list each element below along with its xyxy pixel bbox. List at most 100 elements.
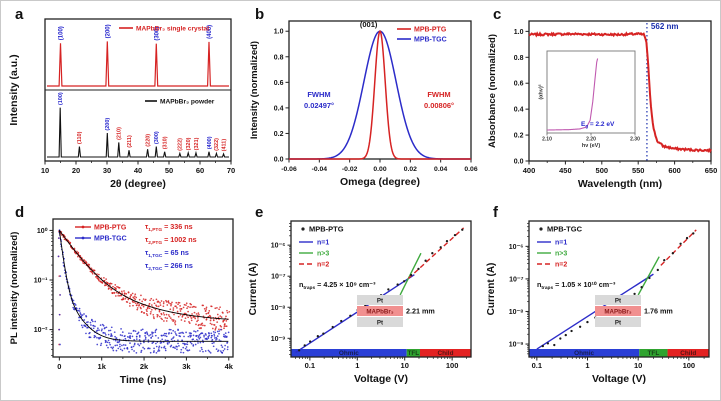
svg-text:0.06: 0.06: [464, 166, 477, 173]
svg-text:(400): (400): [207, 136, 213, 149]
svg-text:0.2: 0.2: [514, 133, 524, 140]
svg-text:Voltage (V): Voltage (V): [354, 373, 408, 385]
svg-text:-0.06: -0.06: [281, 166, 297, 173]
svg-text:1.0: 1.0: [514, 29, 524, 36]
svg-text:-0.02: -0.02: [342, 166, 358, 173]
svg-text:2.30: 2.30: [630, 137, 640, 143]
svg-text:1k: 1k: [98, 362, 107, 371]
svg-text:MAPbBr₃: MAPbBr₃: [366, 308, 393, 315]
svg-text:0.8: 0.8: [274, 54, 284, 61]
svg-text:2.21 mm: 2.21 mm: [406, 307, 435, 316]
panel-f: f Ohmic TFL Child 0.1 1 10 100 10⁻⁹ 10⁻⁸ 10⁻⁷ 10⁻⁶…: [483, 203, 719, 397]
svg-text:10⁰: 10⁰: [37, 227, 48, 235]
svg-text:2k: 2k: [140, 362, 149, 371]
svg-text:2θ (degree): 2θ (degree): [110, 178, 166, 190]
svg-text:Child: Child: [680, 350, 696, 357]
svg-text:(322): (322): [214, 138, 220, 151]
svg-text:2.20: 2.20: [586, 137, 596, 143]
svg-text:0.02: 0.02: [404, 166, 417, 173]
svg-text:n=2: n=2: [317, 262, 329, 269]
svg-text:(200): (200): [105, 24, 111, 38]
svg-text:τ2,TGC = 266 ns: τ2,TGC = 266 ns: [145, 261, 193, 272]
svg-text:3k: 3k: [182, 362, 191, 371]
svg-text:60: 60: [196, 166, 204, 175]
svg-text:Pt: Pt: [377, 297, 383, 304]
svg-text:0.0: 0.0: [274, 157, 284, 164]
panel-letter: a: [15, 6, 24, 23]
svg-text:Pt: Pt: [377, 319, 383, 326]
svg-text:1.76 mm: 1.76 mm: [644, 307, 673, 316]
svg-text:MPB-TGC: MPB-TGC: [547, 225, 583, 234]
svg-text:600: 600: [668, 166, 681, 175]
svg-text:n=1: n=1: [555, 240, 567, 247]
rocking-curve-chart: 0.0 0.2 0.4 0.6 0.8 1.0 -0.06 -0.04 -0.02 0.00 0.0…: [249, 20, 478, 188]
svg-text:0.1: 0.1: [532, 361, 542, 370]
svg-text:0.2: 0.2: [274, 131, 284, 138]
svg-text:(300): (300): [154, 27, 160, 41]
svg-text:τ2,PTG = 1002 ns: τ2,PTG = 1002 ns: [145, 235, 197, 246]
svg-text:0.02497°: 0.02497°: [304, 101, 334, 110]
svg-text:10⁻⁸: 10⁻⁸: [271, 305, 286, 312]
svg-text:0.1: 0.1: [305, 361, 315, 370]
svg-text:Time (ns): Time (ns): [120, 374, 166, 386]
svg-text:1: 1: [585, 361, 589, 370]
svg-text:τ1,TGC = 65 ns: τ1,TGC = 65 ns: [145, 248, 189, 259]
svg-text:562 nm: 562 nm: [651, 22, 679, 31]
svg-text:(222): (222): [178, 138, 184, 151]
svg-text:(211): (211): [127, 135, 133, 148]
svg-text:(310): (310): [162, 136, 168, 149]
svg-text:ntraps = 4.25 × 10⁹ cm⁻³: ntraps = 4.25 × 10⁹ cm⁻³: [299, 280, 376, 291]
svg-text:0.6: 0.6: [514, 81, 524, 88]
svg-text:Intensity (normalized): Intensity (normalized): [249, 41, 260, 139]
svg-text:PL intensity (normalized): PL intensity (normalized): [9, 232, 20, 345]
svg-text:MPB-PTG: MPB-PTG: [94, 225, 127, 232]
absorbance-chart: 0.0 0.2 0.4 0.6 0.8 1.0 400 450 500 550 600 650 562 …: [487, 20, 717, 190]
svg-text:Current (A): Current (A): [248, 263, 259, 316]
svg-text:(100): (100): [58, 92, 64, 105]
svg-text:100: 100: [683, 361, 696, 370]
svg-text:(320): (320): [186, 137, 192, 150]
svg-text:(321): (321): [194, 137, 200, 150]
svg-text:0.8: 0.8: [514, 55, 524, 62]
svg-text:Voltage (V): Voltage (V): [592, 373, 646, 385]
pl-decay-chart: 0 1k 2k 3k 4k 10⁰ 10⁻¹ 10⁻² MPB-PTG MPB-TGC τ1,PTG…: [9, 218, 234, 386]
svg-text:1.0: 1.0: [274, 29, 284, 36]
svg-text:TFL: TFL: [407, 350, 419, 357]
panel-letter: e: [255, 204, 264, 221]
svg-text:100: 100: [446, 361, 459, 370]
svg-text:-0.04: -0.04: [312, 166, 328, 173]
svg-text:70: 70: [227, 166, 235, 175]
sclc-chart-mpb-tgc: Ohmic TFL Child 0.1 1 10 100 10⁻⁹ 10⁻⁸ 10⁻⁷ 10⁻⁶ MP…: [486, 220, 710, 385]
svg-text:Ohmic: Ohmic: [574, 350, 594, 357]
svg-text:TFL: TFL: [648, 350, 660, 357]
svg-text:4k: 4k: [225, 362, 234, 371]
svg-text:(200): (200): [105, 118, 111, 131]
svg-text:n=2: n=2: [555, 262, 567, 269]
svg-text:(220): (220): [145, 134, 151, 147]
svg-text:30: 30: [103, 166, 111, 175]
panel-d: d 0 1k 2k 3k 4k 10⁰ 10⁻¹ 10⁻² MPB-PTG MPB-TGC τ1,P…: [5, 203, 241, 397]
svg-text:10⁻⁸: 10⁻⁸: [509, 309, 524, 316]
svg-text:Wavelength (nm): Wavelength (nm): [578, 178, 662, 190]
svg-text:400: 400: [523, 166, 536, 175]
svg-text:500: 500: [596, 166, 609, 175]
svg-text:MAPbBr₃ powder: MAPbBr₃ powder: [160, 99, 215, 106]
panel-letter: f: [493, 204, 498, 221]
svg-text:(αhν)²: (αhν)²: [538, 84, 545, 99]
panel-a: a 10 20 30 40 50 60 70 (100) (200) (300) (400) MAPb…: [5, 5, 241, 199]
svg-text:MPB-PTG: MPB-PTG: [309, 225, 344, 234]
svg-text:FWHM: FWHM: [427, 90, 450, 99]
svg-text:n>3: n>3: [317, 251, 329, 258]
svg-text:550: 550: [632, 166, 645, 175]
svg-text:10⁻⁷: 10⁻⁷: [509, 276, 523, 283]
svg-text:Child: Child: [438, 350, 454, 357]
svg-text:τ1,PTG = 336 ns: τ1,PTG = 336 ns: [145, 222, 193, 233]
panel-b: b 0.0 0.2 0.4 0.6 0.8 1.0 -0.06 -0.04 -0.02 0.00 0…: [245, 5, 481, 199]
svg-text:0.4: 0.4: [514, 107, 524, 114]
svg-text:10⁻⁶: 10⁻⁶: [509, 244, 524, 251]
svg-text:ntraps = 1.05 × 10¹⁰ cm⁻³: ntraps = 1.05 × 10¹⁰ cm⁻³: [537, 280, 616, 291]
svg-text:FWHM: FWHM: [307, 90, 330, 99]
svg-text:(001): (001): [360, 20, 378, 29]
svg-text:Current (A): Current (A): [486, 263, 497, 316]
